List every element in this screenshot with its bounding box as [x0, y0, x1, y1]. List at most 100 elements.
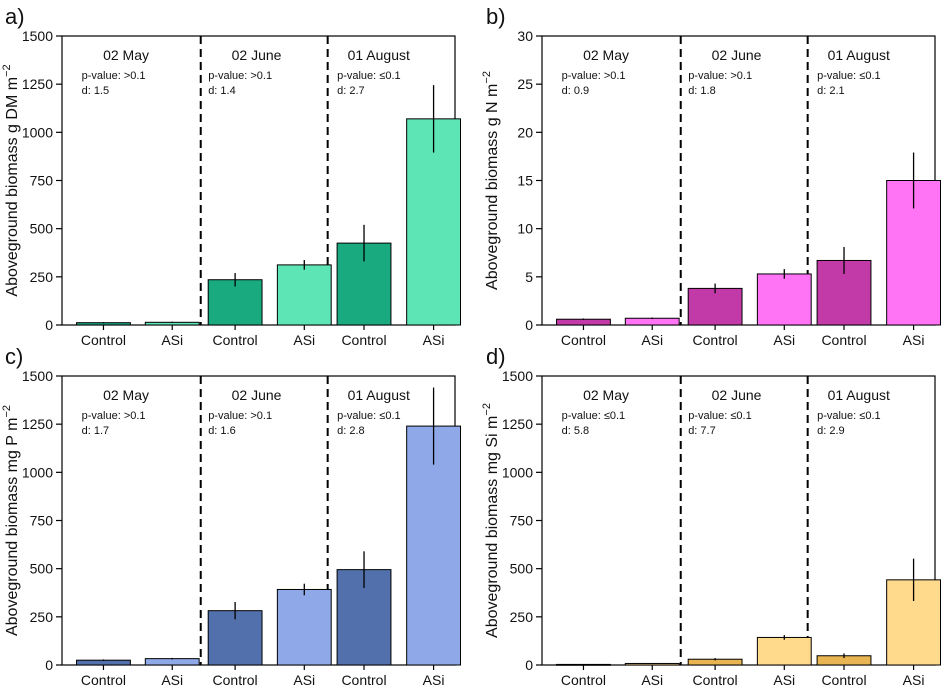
x-tick-label: Control	[81, 332, 126, 348]
y-tick-label: 1000	[22, 464, 53, 480]
y-tick-label: 1250	[22, 76, 53, 92]
x-tick-label: Control	[341, 672, 386, 688]
date-label: 02 June	[232, 47, 282, 63]
y-tick-label: 20	[517, 124, 533, 140]
x-tick-label: Control	[693, 672, 738, 688]
y-tick-label: 15	[517, 173, 533, 189]
p-value-label: p-value: >0.1	[82, 70, 146, 82]
y-axis-label-main: Aboveground biomass g N m	[484, 84, 501, 290]
y-axis-label: Aboveground biomass g N m−2	[481, 71, 501, 290]
p-value-label: p-value: ≤0.1	[688, 410, 752, 422]
chart-panel-3: c) 0 250 500 750 1000 1250 1500 Aboveground biom…	[1, 344, 462, 688]
y-tick-label: 500	[510, 561, 534, 577]
y-tick-label: 1250	[502, 416, 533, 432]
effect-size-label: d: 1.6	[208, 425, 236, 437]
effect-size-label: d: 5.8	[562, 425, 590, 437]
date-label: 01 August	[348, 47, 410, 63]
bar-asi	[406, 118, 462, 326]
panel-label: d)	[486, 344, 506, 369]
p-value-label: p-value: >0.1	[688, 70, 752, 82]
bar-control	[207, 279, 263, 326]
x-tick-label: Control	[561, 672, 606, 688]
y-tick-label: 750	[30, 513, 54, 529]
p-value-label: p-value: >0.1	[208, 70, 272, 82]
bar-asi	[624, 317, 680, 326]
y-axis-label: Aboveground biomass g DM m−2	[1, 64, 21, 296]
x-tick-label: ASi	[773, 332, 795, 348]
date-label: 01 August	[828, 387, 890, 403]
y-tick-label: 500	[30, 221, 54, 237]
y-axis-label: Aboveground biomass mg P m−2	[1, 405, 21, 636]
bar-asi	[276, 588, 332, 666]
x-tick-label: ASi	[773, 672, 795, 688]
x-tick-label: Control	[341, 332, 386, 348]
bar-asi	[276, 264, 332, 326]
y-tick-label: 750	[510, 513, 534, 529]
x-tick-label: ASi	[293, 672, 315, 688]
y-axis-label-superscript: −2	[481, 71, 493, 84]
date-label: 02 May	[103, 47, 149, 63]
y-tick-label: 1500	[22, 28, 53, 44]
date-label: 02 May	[583, 47, 629, 63]
date-label: 02 June	[232, 387, 282, 403]
x-tick-label: ASi	[161, 672, 183, 688]
date-label: 02 June	[712, 47, 762, 63]
bar-control	[687, 287, 743, 326]
chart-panel-2: b) 0 5 10 15 20 25 30 Aboveground biomass g N m−…	[481, 4, 942, 348]
effect-size-label: d: 1.4	[208, 85, 236, 97]
p-value-label: p-value: >0.1	[82, 410, 146, 422]
bar-control	[556, 318, 611, 326]
x-tick-label: ASi	[423, 672, 445, 688]
p-value-label: p-value: ≤0.1	[817, 410, 881, 422]
bar-control	[336, 242, 392, 326]
x-tick-label: ASi	[641, 672, 663, 688]
date-label: 02 May	[583, 387, 629, 403]
effect-size-label: d: 2.1	[817, 85, 845, 97]
p-value-label: p-value: ≤0.1	[337, 70, 401, 82]
x-tick-label: Control	[561, 332, 606, 348]
panel-label: c)	[5, 344, 23, 369]
x-tick-label: ASi	[641, 332, 663, 348]
y-axis-label-superscript: −2	[481, 403, 493, 416]
y-tick-label: 0	[45, 657, 53, 673]
y-tick-label: 10	[517, 221, 533, 237]
x-tick-label: Control	[81, 672, 126, 688]
x-tick-label: Control	[821, 332, 866, 348]
x-tick-label: Control	[213, 332, 258, 348]
y-tick-label: 250	[30, 269, 54, 285]
x-tick-label: ASi	[903, 672, 925, 688]
bar-asi	[144, 658, 200, 666]
p-value-label: p-value: ≤0.1	[817, 70, 881, 82]
y-tick-label: 500	[30, 561, 54, 577]
effect-size-label: d: 0.9	[562, 85, 590, 97]
y-axis-label-main: Aboveground biomass g DM m	[4, 77, 21, 297]
x-tick-label: ASi	[423, 332, 445, 348]
date-label: 01 August	[348, 387, 410, 403]
y-axis-label-main: Aboveground biomass mg Si m	[484, 416, 501, 638]
effect-size-label: d: 2.9	[817, 425, 845, 437]
effect-size-label: d: 7.7	[688, 425, 716, 437]
y-axis-label-superscript: −2	[1, 405, 13, 418]
x-tick-label: ASi	[903, 332, 925, 348]
effect-size-label: d: 1.8	[688, 85, 716, 97]
y-tick-label: 25	[517, 76, 533, 92]
effect-size-label: d: 1.5	[82, 85, 110, 97]
date-label: 02 May	[103, 387, 149, 403]
p-value-label: p-value: >0.1	[562, 70, 626, 82]
y-tick-label: 750	[30, 173, 54, 189]
effect-size-label: d: 2.8	[337, 425, 365, 437]
y-tick-label: 250	[510, 609, 534, 625]
bar-asi	[406, 425, 462, 666]
effect-size-label: d: 2.7	[337, 85, 365, 97]
bar-asi	[756, 636, 812, 666]
y-tick-label: 1000	[502, 464, 533, 480]
x-tick-label: Control	[213, 672, 258, 688]
y-axis-label-main: Aboveground biomass mg P m	[4, 418, 21, 636]
y-tick-label: 1500	[22, 368, 53, 384]
y-tick-label: 0	[45, 317, 53, 333]
y-tick-label: 1500	[502, 368, 533, 384]
y-tick-label: 250	[30, 609, 54, 625]
y-tick-label: 0	[525, 657, 533, 673]
date-label: 02 June	[712, 387, 762, 403]
